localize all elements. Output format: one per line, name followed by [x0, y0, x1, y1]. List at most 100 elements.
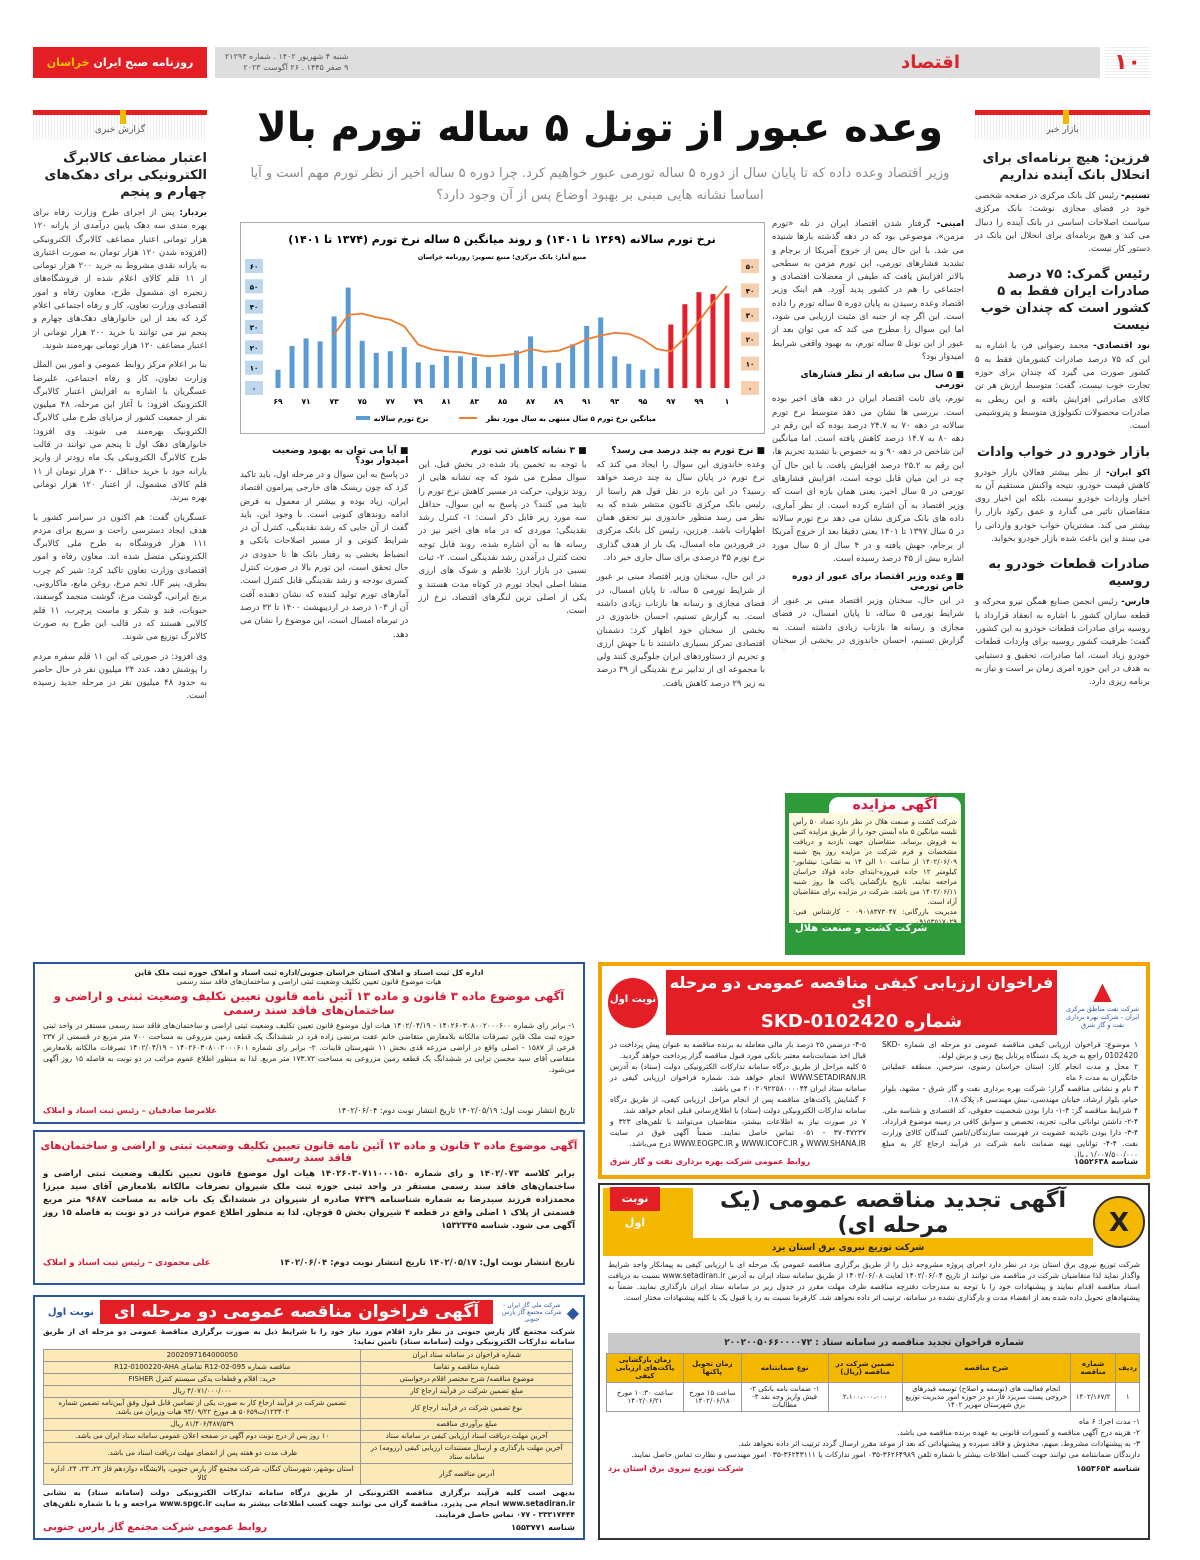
bar-72 [317, 341, 323, 388]
right-axis-tick-bg [741, 283, 759, 298]
page-number: ۱۰ [1105, 47, 1150, 78]
ad-footer: شرکت کشت و صنعت هلال [795, 923, 928, 934]
table-cell: ۲،۱۰۰،۰۰۰،۰۰۰ [827, 1382, 903, 1412]
section-label: گزارش خبری [33, 110, 207, 140]
ad-body: ۱- برابر رای شماره ۱۴۰۲۶۰۳۰۸۰۰۲۰۰۰۶۰۰ - … [43, 1021, 576, 1074]
section-heading: ■ وعده وزیر اقتصاد برای عبور از دوره خاص… [792, 572, 964, 593]
left-axis-tick-bg [245, 299, 263, 314]
bar-76 [373, 352, 379, 388]
column-header: زمان بازگشایی پاکت‌های ارزیابی کیفی [606, 1353, 684, 1383]
story-paragraph: بردبار: پس از اجرای طرح وزارت رفاه برای … [33, 207, 207, 353]
header-bar [215, 47, 1100, 78]
inflation-chart: نرخ تورم سالانه (۱۳۶۹ تا ۱۴۰۱) و روند می… [240, 222, 765, 434]
story-source: تسنیم- [1121, 191, 1150, 201]
registry-ad-1: اداره کل ثبت اسناد و املاک استان خراسان … [33, 962, 585, 1124]
ad-intro: شرکت مجتمع گاز پارس جنوبی در نظر دارد اق… [43, 1327, 575, 1346]
five-year-average-line [333, 285, 728, 358]
ad-signer: علی محمودی – رئیس ثبت اسناد و املاک [43, 1258, 211, 1268]
bar-98 [682, 304, 688, 388]
section-text: وعده خاندوزی این سوال را ایجاد می کند که… [596, 460, 765, 564]
bar-79 [415, 362, 421, 388]
story-body: نود اقتصادی- محمد رضوانی فر، با اشاره به… [975, 340, 1150, 433]
bar-1401 [724, 293, 730, 388]
left-axis-tick-bg [245, 340, 263, 355]
table-cell: ۱- ضمانت نامه بانکی ۲- فیش واریز وجه نقد… [740, 1382, 829, 1412]
newspaper-logo[interactable]: روزنامه صبح ایران خراسان [33, 47, 207, 78]
right-axis-tick-bg [741, 381, 759, 395]
row-value: ظرف مدت دو هفته پس از انقضای مهلت دریافت… [42, 1442, 362, 1464]
x-tick-label: ۸۵ [498, 397, 508, 406]
bar-96 [654, 368, 660, 388]
ad-footer: روابط عمومی شرکت بهره برداری نفت و گاز ش… [610, 1157, 811, 1166]
ad-dates: تاریخ انتشار نوبت اول: ۱۴۰۲/۰۵/۱۹ تاریخ … [337, 1106, 575, 1115]
oil-company-logo: ▲ شرکت نفت مناطق مرکزی ایران - شرکت بهره … [1065, 976, 1140, 1029]
skd-tender-ad: ▲ شرکت نفت مناطق مرکزی ایران - شرکت بهره … [598, 962, 1150, 1179]
bar-74 [345, 287, 351, 388]
x-tick-label: ۸۳ [470, 397, 480, 406]
bar-86 [514, 350, 520, 388]
table-row: نوع تضمین شرکت در فرآیند ارجاع کار تضمین … [42, 1397, 573, 1419]
chart-title: نرخ تورم سالانه (۱۳۶۹ تا ۱۴۰۱) و روند می… [288, 233, 715, 246]
ad-note: دارندگان ضمانتنامه می توانند جهت کسب اطل… [631, 1450, 1140, 1459]
left-axis-tick: ۴۰ [250, 304, 259, 312]
spgc-tender-ad: ◆ شرکت ملی گاز ایران - شرکت مجتمع گاز پار… [33, 1295, 585, 1540]
story-text: رئیس کل بانک مرکزی در صفحه شخصی خود در ف… [975, 191, 1150, 255]
right-axis-tick: ۴۰ [746, 287, 755, 295]
ad-note: ۳- به پیشنهادات مشروط، مبهم، مخدوش و فاق… [737, 1439, 1140, 1448]
bar-90 [570, 344, 576, 388]
section-text: با توجه به تخمین یاد شده در بخش قبل، این… [418, 460, 587, 617]
table-title: شماره فراخوان تجدید مناقصه در سامانه ستا… [608, 1333, 1140, 1353]
ad-contacts: مدیریت بازرگانی: ۰۹۰۱۸۳۷۳۰۴۷ - کارشناس ف… [793, 908, 957, 923]
section-text: در این حال، سخنان وزیر اقتصاد مبنی بر عب… [596, 572, 765, 689]
x-tick-label: ۷۷ [386, 397, 396, 406]
section-title: اقتصاد [900, 52, 960, 73]
story-text: رئیس انجمن صنایع همگن نیرو محرکه و قطعه … [975, 597, 1150, 688]
story-text: وی افزود: در صورتی که این ۱۱ قلم سفره مر… [33, 651, 207, 702]
ad-body: برابر کلاسه ۱۴۰۲/۰۷۳ و رای شماره ۱۴۰۲۶۰۳… [43, 1169, 576, 1231]
section-text: در این حال، سخنان وزیر اقتصاد مبنی بر عب… [772, 596, 964, 650]
ad-signer: غلامرضا صادقیان – رئیس ثبت اسناد و املاک [43, 1106, 217, 1115]
nigc-logo: ◆ شرکت ملی گاز ایران - شرکت مجتمع گاز پار… [499, 1302, 579, 1323]
bar-95 [640, 369, 646, 388]
registry-ad-2: آگهی موضوع ماده ۳ قانون و ماده ۱۳ آئین ن… [33, 1130, 585, 1285]
column-header: نوع ضمانتنامه [740, 1353, 829, 1383]
story-body: فارس- رئیس انجمن صنایع همگن نیرو محرکه و… [975, 596, 1150, 689]
ad-org: اداره کل ثبت اسناد و املاک استان خراسان … [134, 968, 484, 977]
ad-company: شرکت توزیع نیروی برق استان یزد [771, 1243, 925, 1253]
bar-78 [401, 347, 407, 388]
story-title: بازار خودرو در خواب وادات [977, 444, 1150, 460]
row-label: آدرس مناقصه گزار [360, 1463, 573, 1485]
ad-title: فراخوان ارزیابی کیفی مناقصه عمومی دو مرح… [669, 973, 1054, 1011]
row-value: ۸۱/۴۰۶/۴۸۷/۵۳۹ ریال [42, 1418, 362, 1431]
x-tick-label: ۸۹ [554, 397, 564, 406]
ad-body: شرکت کشت و صنعت هلال در نظر دارد تعداد ۵… [793, 818, 958, 906]
ad-item: ۴-۵- درضمن ۲۵ درصد بار مالی معامله به بر… [610, 1040, 867, 1060]
row-value: استان بوشهر، شهرستان کنگان، شرکت مجتمع گ… [42, 1463, 362, 1485]
ad-title: آگهی موضوع ماده ۳ قانون و ماده ۱۳ آئین ن… [53, 989, 565, 1017]
table-row: مبلغ برآوردی مناقصه ۸۱/۴۰۶/۴۸۷/۵۳۹ ریال [42, 1418, 573, 1431]
left-axis-tick: ۰ [252, 385, 256, 393]
row-value: ۱۰ روز پس از درج نوبت دوم آگهی در صفحه ا… [42, 1430, 362, 1443]
x-tick-label: ۹۵ [638, 397, 648, 406]
table-row: آدرس مناقصه گزار استان بوشهر، شهرستان کنگ… [42, 1463, 573, 1485]
right-column: بازار خبر فرزین: هیچ برنامه‌ای برای انحل… [975, 110, 1150, 695]
story-source: فارس- [1121, 597, 1150, 608]
section-heading: ■ نرخ تورم به چند درصد می رسد؟ [611, 446, 765, 456]
story-body: اکو ایران- از نظر بیشتر فعالان بازار خود… [975, 467, 1150, 547]
row-label: موضوع مناقصه/ شرح مختصر اقلام درخواستی [360, 1373, 573, 1386]
ad-item: ۷ در صورت نیاز به اطلاعات بیشتر، متقاضیا… [610, 1117, 866, 1148]
logo-text: شرکت ملی گاز ایران - شرکت مجتمع گاز پارس… [502, 1301, 562, 1323]
ad-item: ۶ گشایش پاکت‌های مناقصه پس از انجام مراح… [610, 1095, 866, 1115]
bar-75 [359, 340, 365, 388]
story-source: اکو ایران- [1106, 467, 1150, 478]
section-text: در پاسخ به این سوال و در مرحله اول، باید… [240, 470, 409, 640]
bar-73 [331, 316, 337, 388]
table-cell: ۱۴۰۲/۱۶۷/۲ [1069, 1382, 1117, 1412]
left-axis-tick-bg [245, 360, 263, 375]
x-tick-label: ۶۹ [273, 397, 283, 406]
section-heading: ■ ۳ نشانه کاهش تب تورم [470, 446, 587, 456]
x-tick-label: ۷۳ [330, 397, 340, 406]
x-tick-label: ۸۷ [526, 397, 536, 406]
row-label: شماره فراخوان در سامانه ستاد ایران [360, 1349, 573, 1362]
ad-title: آگهی موضوع ماده ۳ قانون و ماده ۱۳ آئین ن… [40, 1140, 578, 1164]
